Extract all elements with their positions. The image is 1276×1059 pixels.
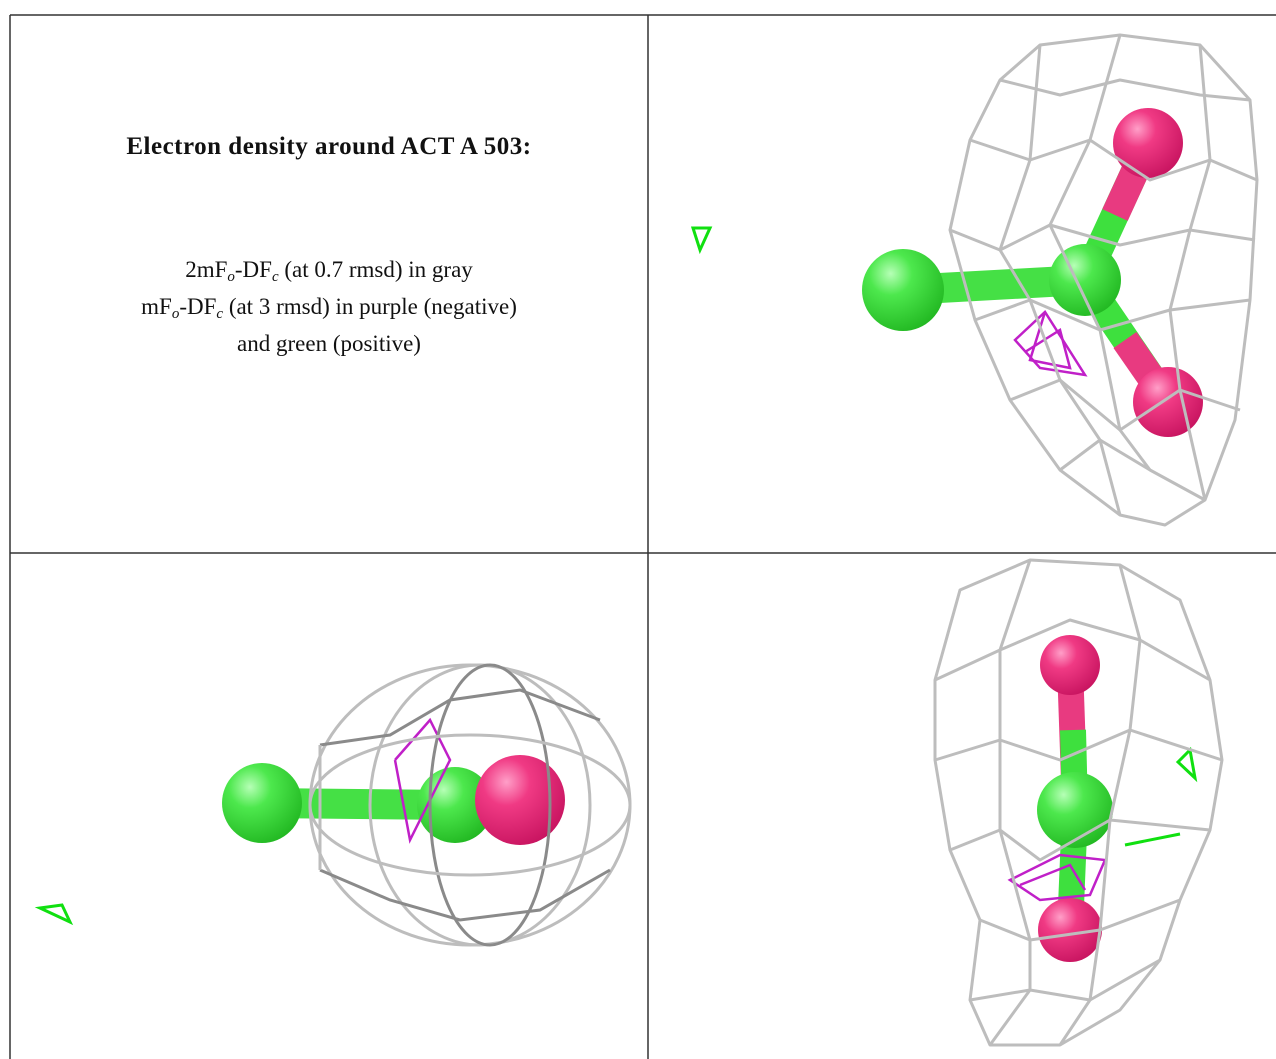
legend-line: and green (positive) bbox=[10, 325, 648, 362]
legend-text: (at 3 rmsd) in purple (negative) bbox=[223, 294, 517, 319]
caption-title: Electron density around ACT A 503: bbox=[10, 133, 648, 161]
atom bbox=[1133, 367, 1203, 437]
positive-density bbox=[693, 228, 710, 250]
legend-text: and green (positive) bbox=[237, 331, 421, 356]
legend-line: mFo-DFc (at 3 rmsd) in purple (negative) bbox=[10, 288, 648, 325]
page: Electron density around ACT A 503: 2mFo-… bbox=[0, 0, 1276, 1059]
legend-text: 2mF bbox=[185, 257, 227, 282]
legend-text: -DF bbox=[179, 294, 216, 319]
atom bbox=[1037, 772, 1113, 848]
legend-text: mF bbox=[141, 294, 172, 319]
density-mesh bbox=[320, 690, 600, 745]
atom bbox=[222, 763, 302, 843]
atom bbox=[475, 755, 565, 845]
legend-text: (at 0.7 rmsd) in gray bbox=[279, 257, 473, 282]
subscript: o bbox=[227, 269, 235, 285]
atom bbox=[1040, 635, 1100, 695]
positive-density bbox=[1178, 750, 1195, 778]
subscript: c bbox=[272, 269, 279, 285]
positive-density bbox=[1125, 834, 1180, 845]
atom bbox=[1113, 108, 1183, 178]
density-mesh bbox=[990, 560, 1030, 1045]
negative-density bbox=[1025, 312, 1070, 368]
negative-density bbox=[1010, 855, 1105, 900]
positive-density bbox=[40, 905, 70, 922]
negative-density bbox=[1015, 312, 1085, 375]
legend-text: -DF bbox=[235, 257, 272, 282]
density-mesh bbox=[1010, 380, 1240, 430]
atom bbox=[862, 249, 944, 331]
atom bbox=[1049, 244, 1121, 316]
density-mesh bbox=[320, 870, 610, 920]
legend-line: 2mFo-DFc (at 0.7 rmsd) in gray bbox=[10, 251, 648, 288]
